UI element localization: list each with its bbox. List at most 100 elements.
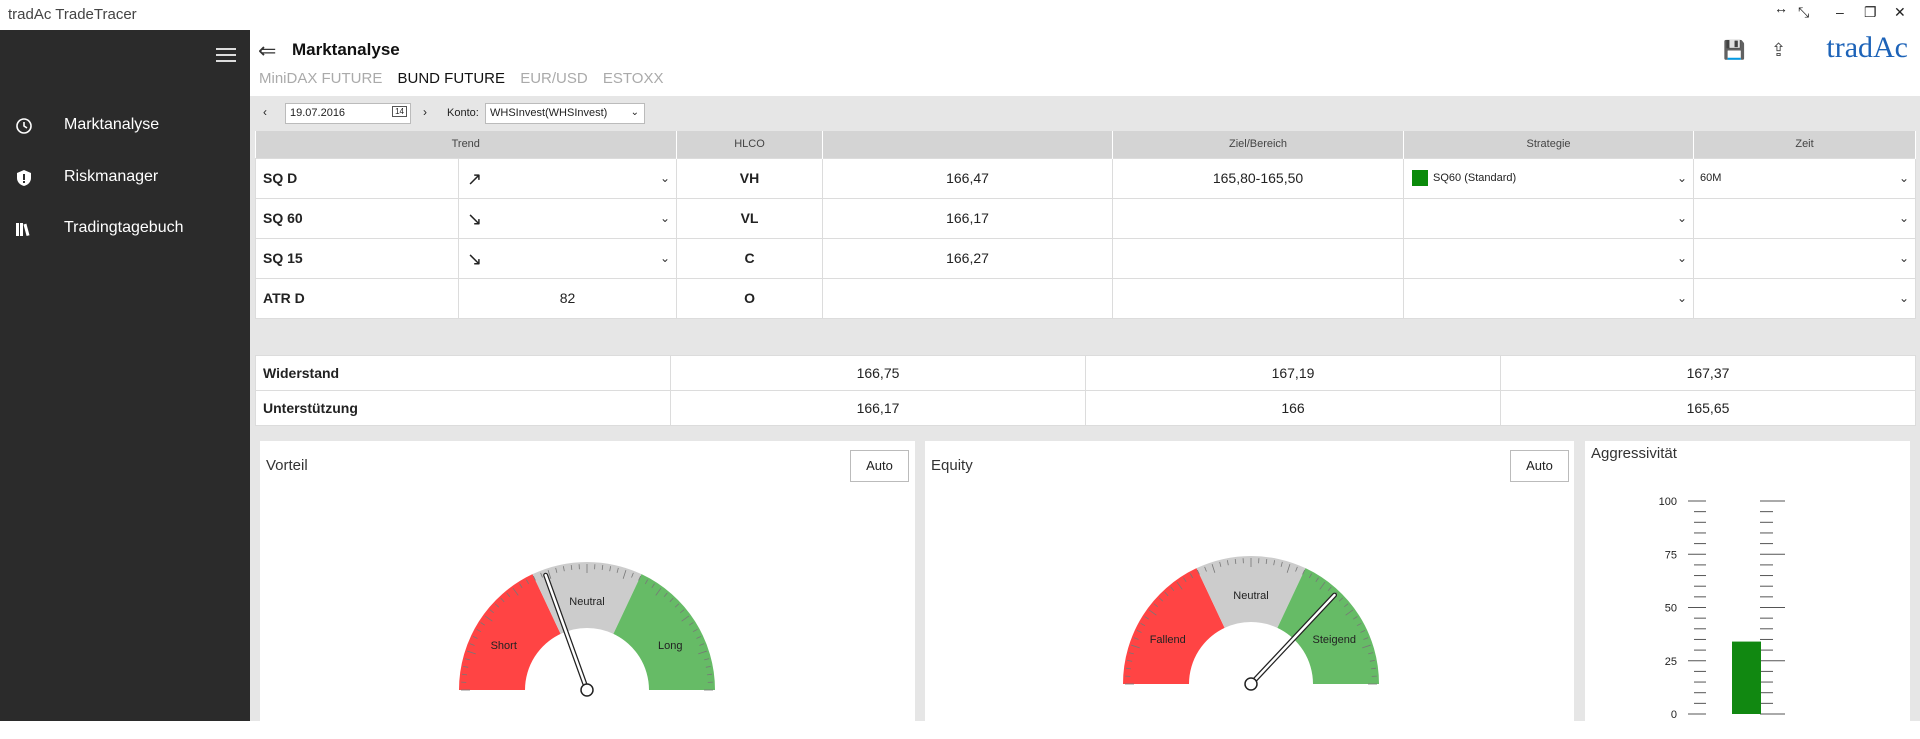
gauge-right-label: Long xyxy=(658,640,682,652)
row-label: SQ D xyxy=(256,158,459,198)
export-icon[interactable]: ⇪ xyxy=(1771,40,1786,61)
strategie-select[interactable]: ⌄ xyxy=(1404,238,1694,278)
zeit-select[interactable]: ⌄ xyxy=(1694,278,1916,318)
value-cell: 166,27 xyxy=(823,238,1113,278)
hlco-cell: C xyxy=(677,238,823,278)
hlco-cell: O xyxy=(677,278,823,318)
row-label: SQ 60 xyxy=(256,198,459,238)
row-label: ATR D xyxy=(256,278,459,318)
chevron-down-icon: ⌄ xyxy=(631,107,639,118)
gauge-left-label: Fallend xyxy=(1150,634,1186,646)
close-button[interactable]: ✕ xyxy=(1894,4,1906,21)
compact-icon[interactable]: ⤡ xyxy=(1798,4,1809,21)
level-cell: 167,19 xyxy=(1086,356,1501,391)
main-content: ⇐ Marktanalyse MiniDAX FUTURE BUND FUTUR… xyxy=(250,30,1920,721)
save-icon[interactable]: 💾 xyxy=(1723,40,1745,61)
table-row: Widerstand 166,75 167,19 167,37 xyxy=(256,356,1916,391)
ziel-cell[interactable] xyxy=(1113,198,1404,238)
chevron-down-icon: ⌄ xyxy=(660,171,670,185)
zeit-select[interactable]: ⌄ xyxy=(1694,198,1916,238)
table-row: SQ D ↗⌄ VH 166,47 165,80-165,50 SQ60 (St… xyxy=(256,158,1916,198)
table-row: Unterstützung 166,17 166 165,65 xyxy=(256,391,1916,426)
table-header-row: Trend HLCO Ziel/Bereich Strategie Zeit xyxy=(256,131,1916,158)
col-header-zeit: Zeit xyxy=(1694,131,1916,158)
calendar-icon[interactable]: 14 xyxy=(392,106,407,117)
trend-down-icon: ↘ xyxy=(467,209,482,230)
toolbar: ‹ 19.07.2016 14 › Konto: WHSInvest(WHSIn… xyxy=(250,98,1920,128)
strategie-select[interactable]: SQ60 (Standard)⌄ xyxy=(1404,158,1694,198)
sidebar-item-label: Marktanalyse xyxy=(64,116,159,134)
sidebar-item-tradingtagebuch[interactable]: Tradingtagebuch xyxy=(0,207,250,251)
konto-label: Konto: xyxy=(447,107,479,119)
date-input[interactable]: 19.07.2016 14 xyxy=(285,103,411,124)
chevron-down-icon: ⌄ xyxy=(1899,291,1909,305)
col-header-strategie: Strategie xyxy=(1404,131,1694,158)
page-title: Marktanalyse xyxy=(292,40,400,60)
instrument-tabs: MiniDAX FUTURE BUND FUTURE EUR/USD ESTOX… xyxy=(259,70,674,87)
zeit-select[interactable]: 60M ⌄ xyxy=(1694,158,1916,198)
value-cell xyxy=(823,278,1113,318)
trend-select[interactable]: ↘⌄ xyxy=(459,198,677,238)
strategie-value: SQ60 (Standard) xyxy=(1433,172,1516,184)
row-label: SQ 15 xyxy=(256,238,459,278)
value-cell: 166,17 xyxy=(823,198,1113,238)
levels-table: Widerstand 166,75 167,19 167,37 Unterstü… xyxy=(255,355,1916,426)
value-cell: 166,47 xyxy=(823,158,1113,198)
brand-logo: tradAc xyxy=(1826,31,1908,65)
konto-select[interactable]: WHSInvest(WHSInvest) ⌄ xyxy=(485,103,645,124)
ziel-cell[interactable] xyxy=(1113,278,1404,318)
prev-date-icon[interactable]: ‹ xyxy=(263,105,267,119)
restore-button[interactable]: ❐ xyxy=(1864,4,1877,21)
back-arrow-icon[interactable]: ⇐ xyxy=(258,38,276,64)
minimize-button[interactable]: – xyxy=(1836,4,1844,20)
atr-value[interactable]: 82 xyxy=(459,278,677,318)
hlco-cell: VL xyxy=(677,198,823,238)
hamburger-menu-icon[interactable] xyxy=(216,48,236,62)
sidebar: Marktanalyse Riskmanager Tradingtagebuch xyxy=(0,30,250,721)
chevron-down-icon: ⌄ xyxy=(1677,251,1687,265)
col-header-blank xyxy=(823,131,1113,158)
date-value: 19.07.2016 xyxy=(290,107,345,119)
level-cell: 167,37 xyxy=(1501,356,1916,391)
trend-select[interactable]: ↘⌄ xyxy=(459,238,677,278)
aggressivitaet-bar xyxy=(1732,642,1761,714)
zeit-value: 60M xyxy=(1700,172,1721,184)
chevron-down-icon: ⌄ xyxy=(660,211,670,225)
scale-tick-label: 100 xyxy=(1659,496,1677,508)
chevron-down-icon: ⌄ xyxy=(1677,291,1687,305)
next-date-icon[interactable]: › xyxy=(423,105,427,119)
chevron-down-icon: ⌄ xyxy=(660,251,670,265)
table-row: SQ 15 ↘⌄ C 166,27 ⌄ ⌄ xyxy=(256,238,1916,278)
level-cell: 166,75 xyxy=(671,356,1086,391)
gauge-pivot xyxy=(581,684,593,696)
row-label: Unterstützung xyxy=(256,391,671,426)
trend-select[interactable]: ↗⌄ xyxy=(459,158,677,198)
tab-bund[interactable]: BUND FUTURE xyxy=(398,70,506,87)
tab-eurusd[interactable]: EUR/USD xyxy=(520,70,588,87)
strategie-select[interactable]: ⌄ xyxy=(1404,278,1694,318)
chevron-down-icon: ⌄ xyxy=(1677,211,1687,225)
sidebar-item-marktanalyse[interactable]: Marktanalyse xyxy=(0,104,250,148)
zeit-select[interactable]: ⌄ xyxy=(1694,238,1916,278)
trend-up-icon: ↗ xyxy=(467,169,482,190)
scale-tick-label: 50 xyxy=(1665,603,1677,615)
chevron-down-icon: ⌄ xyxy=(1899,171,1909,185)
ziel-cell[interactable] xyxy=(1113,238,1404,278)
chevron-down-icon: ⌄ xyxy=(1899,211,1909,225)
strategie-select[interactable]: ⌄ xyxy=(1404,198,1694,238)
ziel-cell[interactable]: 165,80-165,50 xyxy=(1113,158,1404,198)
gauge-center-label: Neutral xyxy=(569,596,604,608)
scale-tick-label: 0 xyxy=(1671,709,1677,721)
sidebar-item-label: Tradingtagebuch xyxy=(64,219,184,237)
sidebar-item-riskmanager[interactable]: Riskmanager xyxy=(0,156,250,200)
gauge-pivot xyxy=(1245,678,1257,690)
resize-icon[interactable]: ↔ xyxy=(1774,0,1788,16)
tab-estoxx[interactable]: ESTOXX xyxy=(603,70,664,87)
trend-down-icon: ↘ xyxy=(467,249,482,270)
tab-minidax[interactable]: MiniDAX FUTURE xyxy=(259,70,382,87)
